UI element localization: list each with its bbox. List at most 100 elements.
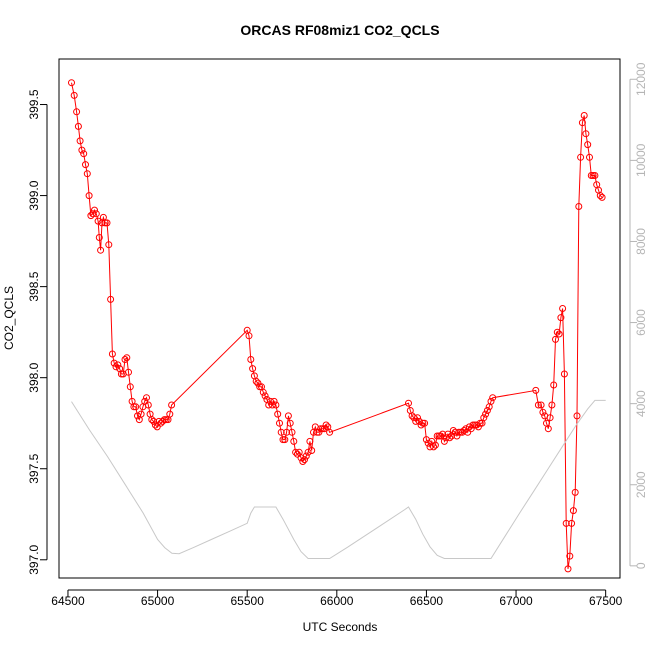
co2-point: [265, 401, 273, 409]
co2-point: [92, 210, 100, 218]
co2-point: [482, 410, 490, 418]
co2-point: [276, 419, 283, 427]
co2-point: [598, 193, 606, 201]
y2-tick-label: 0: [634, 562, 648, 569]
co2-point: [103, 219, 111, 227]
x-tick-label: 67000: [499, 594, 533, 608]
co2-point: [539, 408, 547, 416]
co2-point: [132, 403, 140, 411]
co2-point: [483, 407, 491, 414]
co2-point: [431, 441, 439, 449]
co2-point: [108, 350, 116, 358]
co2-point: [268, 401, 276, 409]
co2-point: [301, 456, 308, 464]
co2-point: [440, 437, 448, 445]
co2-point: [584, 141, 592, 149]
co2-point: [474, 423, 482, 431]
co2-point: [564, 565, 572, 573]
y2-tick-label: 12000: [634, 62, 648, 96]
chart-title: ORCAS RF08miz1 CO2_QCLS: [240, 22, 439, 38]
co2-point: [125, 368, 132, 376]
co2-point: [460, 427, 468, 434]
co2-point: [451, 428, 459, 436]
co2-point: [157, 419, 165, 427]
co2-point: [575, 203, 583, 210]
co2-point: [555, 330, 563, 338]
co2-point: [85, 192, 93, 200]
co2-point: [272, 401, 280, 409]
co2-point: [150, 417, 158, 425]
co2-point: [68, 79, 75, 87]
co2-point: [95, 234, 103, 241]
co2-point: [121, 356, 129, 363]
co2-point: [417, 421, 425, 429]
y-tick-label: 397.5: [27, 453, 41, 483]
co2-point: [453, 432, 461, 440]
x-tick-label: 64500: [51, 594, 85, 608]
x-tick-label: 65500: [231, 594, 265, 608]
co2-point: [73, 108, 81, 116]
y2-tick-label: 4000: [634, 390, 648, 417]
co2-point: [480, 414, 488, 422]
co2-point: [444, 430, 452, 438]
co2-point: [546, 414, 554, 422]
y-axis-title: CO2_QCLS: [2, 286, 16, 350]
co2-point: [168, 401, 176, 409]
co2-point: [277, 428, 285, 436]
plot-frame: [58, 58, 621, 579]
y-tick-label: 398.0: [27, 362, 41, 392]
altitude-line: [71, 399, 606, 559]
y2-tick-label: 8000: [634, 228, 648, 255]
co2-point: [148, 416, 156, 424]
co2-point: [292, 448, 300, 456]
co2-point: [568, 519, 576, 527]
co2-point: [274, 410, 282, 418]
co2-point: [267, 397, 274, 405]
y2-tick-label: 10000: [634, 143, 648, 177]
plot-area: 64500 65000 65500 66000 66500 67000 67500 397.0…: [27, 58, 648, 608]
co2-point: [126, 383, 134, 391]
co2-point: [281, 436, 289, 444]
co2-point: [261, 392, 269, 400]
co2-point: [308, 447, 316, 454]
co2-point: [70, 91, 78, 99]
co2-point: [143, 394, 150, 402]
co2-point: [80, 150, 88, 158]
co2-point: [550, 381, 558, 389]
co2-point: [573, 412, 581, 420]
co2-point: [560, 370, 568, 378]
co2-point: [299, 458, 307, 465]
co2-point: [315, 428, 323, 436]
co2-point: [283, 428, 291, 436]
co2-point: [270, 397, 278, 405]
co2-point: [446, 434, 454, 442]
co2-point: [320, 425, 328, 433]
y2-tick-label: 6000: [634, 309, 648, 336]
co2-point: [412, 417, 420, 425]
co2-point: [557, 314, 565, 322]
co2-point: [247, 356, 255, 363]
co2-point: [105, 241, 113, 249]
co2-point: [284, 412, 292, 420]
co2-point: [489, 394, 497, 402]
co2-point: [141, 397, 149, 405]
co2-point: [544, 425, 552, 433]
co2-point: [252, 377, 260, 385]
co2-point: [76, 137, 84, 145]
co2-point: [249, 365, 257, 373]
co2-point: [112, 363, 120, 371]
co2-point: [596, 192, 604, 200]
co2-point: [424, 439, 432, 447]
co2-point: [421, 419, 429, 427]
co2-point: [326, 428, 334, 436]
co2-point: [290, 437, 298, 445]
co2-point: [430, 443, 438, 451]
co2-point: [78, 146, 86, 154]
y-tick-label: 399.0: [27, 180, 41, 210]
co2-point: [293, 450, 301, 458]
x-axis-title: UTC Seconds: [303, 620, 378, 634]
y2-tick-label: 2000: [634, 471, 648, 498]
